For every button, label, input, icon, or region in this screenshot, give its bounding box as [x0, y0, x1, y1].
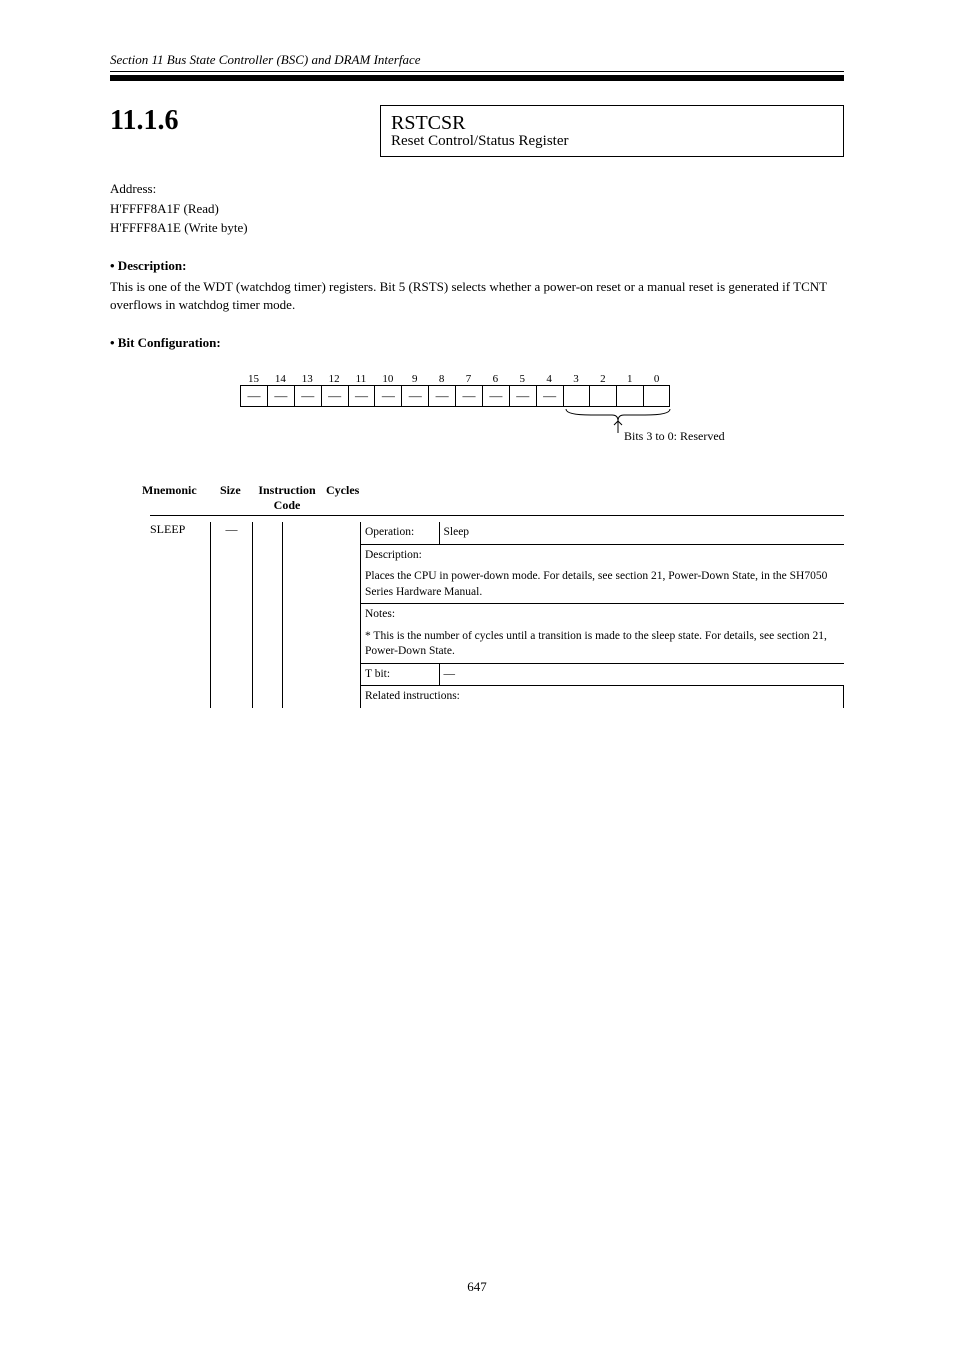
detail-key: Description: — [361, 544, 844, 566]
page-number: 647 — [0, 1279, 954, 1295]
bit-number: 11 — [348, 373, 375, 385]
bit-number: 0 — [643, 373, 670, 385]
instruction-table: Mnemonic Size InstructionCode Cycles SLE… — [110, 483, 844, 708]
bit-cell: — — [482, 385, 509, 407]
detail-val: Sleep — [439, 522, 844, 544]
bit-number: 7 — [455, 373, 482, 385]
bit-cell: — — [509, 385, 536, 407]
bit-cell: — — [294, 385, 321, 407]
bit-cell — [616, 385, 643, 407]
col-code: InstructionCode — [252, 483, 322, 512]
bit-cell — [643, 385, 670, 407]
bit-cell: — — [536, 385, 563, 407]
section-label: Section 11 Bus State Controller (BSC) an… — [110, 52, 844, 68]
detail-table: Operation: Sleep Description: Places the… — [361, 522, 844, 708]
bit-cell: — — [321, 385, 348, 407]
col-cycles: Cycles — [326, 483, 359, 497]
bit-diagram: 1514131211109876543210 ———————————— Bits… — [240, 373, 670, 443]
bit-cell: — — [374, 385, 401, 407]
detail-val: — — [439, 663, 844, 686]
bit-cell: — — [267, 385, 294, 407]
bit-number: 1 — [616, 373, 643, 385]
divider-thin — [110, 71, 844, 72]
detail-body: * This is the number of cycles until a t… — [361, 626, 844, 664]
bit-number: 8 — [428, 373, 455, 385]
register-subtitle: Reset Control/Status Register — [391, 133, 833, 150]
address-read: H'FFFF8A1F (Read) — [110, 199, 844, 219]
cell-size: — — [210, 522, 252, 708]
cell-code — [252, 522, 282, 708]
divider-thick — [110, 75, 844, 81]
bit-cell: — — [348, 385, 375, 407]
cell-cycles — [282, 522, 360, 708]
bit-cell: — — [428, 385, 455, 407]
bit-cell — [563, 385, 590, 407]
bit-number: 9 — [401, 373, 428, 385]
brace-label: Bits 3 to 0: Reserved — [624, 429, 725, 444]
bit-number: 14 — [267, 373, 294, 385]
bit-number: 12 — [321, 373, 348, 385]
description-heading: • Description: — [110, 258, 844, 274]
bit-number: 5 — [509, 373, 536, 385]
detail-key: Operation: — [361, 522, 439, 544]
bit-cell — [589, 385, 616, 407]
col-size: Size — [220, 483, 241, 497]
bit-number: 4 — [536, 373, 563, 385]
detail-body: Places the CPU in power-down mode. For d… — [361, 566, 844, 604]
address-write: H'FFFF8A1E (Write byte) — [110, 218, 844, 238]
bit-number: 2 — [589, 373, 616, 385]
col-mnemonic: Mnemonic — [142, 483, 197, 497]
bit-brace: Bits 3 to 0: Reserved — [564, 407, 672, 443]
description-body: This is one of the WDT (watchdog timer) … — [110, 278, 844, 316]
detail-key: Notes: — [361, 604, 844, 626]
address-label: Address: — [110, 181, 156, 196]
description-section: • Description: This is one of the WDT (w… — [110, 258, 844, 316]
cell-mnemonic: SLEEP — [150, 522, 210, 708]
bitconfig-section: • Bit Configuration: 1514131211109876543… — [110, 335, 844, 443]
bit-number: 10 — [374, 373, 401, 385]
detail-key: T bit: — [361, 663, 439, 686]
bit-number: 6 — [482, 373, 509, 385]
bitconfig-heading: • Bit Configuration: — [110, 335, 844, 351]
bit-number: 15 — [240, 373, 267, 385]
register-name: RSTCSR — [391, 112, 833, 135]
bit-number: 3 — [563, 373, 590, 385]
detail-key: Related instructions: — [361, 686, 844, 708]
bit-cell: — — [455, 385, 482, 407]
title-box: RSTCSR Reset Control/Status Register — [380, 105, 844, 157]
bit-number: 13 — [294, 373, 321, 385]
bit-cell: — — [240, 385, 267, 407]
bit-cell: — — [401, 385, 428, 407]
address-block: Address: H'FFFF8A1F (Read) H'FFFF8A1E (W… — [110, 179, 844, 238]
title-number: 11.1.6 — [110, 105, 380, 137]
